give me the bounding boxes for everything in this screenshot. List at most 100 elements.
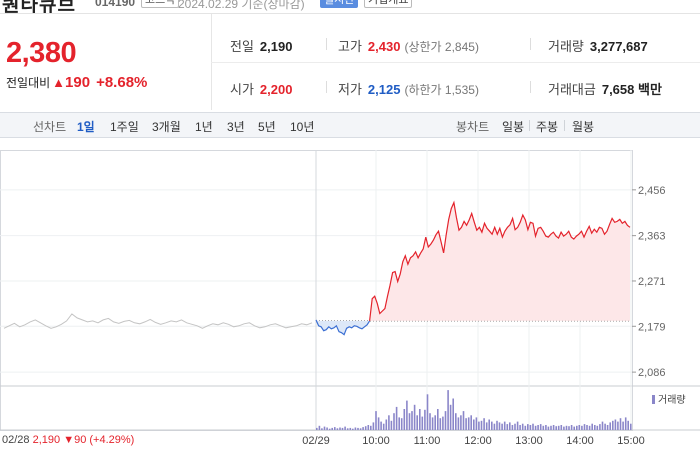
- volume-bar: [362, 427, 364, 430]
- prev-day-line: [3, 313, 313, 329]
- volume-bar: [323, 426, 326, 430]
- cell-divider: [530, 38, 531, 50]
- amount-cell: 거래대금 7,658 백만: [548, 79, 662, 98]
- volume-bar: [334, 427, 336, 430]
- volume-bar: [328, 428, 331, 430]
- volume-bar: [318, 425, 321, 430]
- volume-bar: [467, 417, 470, 430]
- prev-day-pct: (+4.29%): [89, 434, 135, 446]
- volume-bar: [400, 418, 403, 430]
- volume-bar: [485, 422, 488, 430]
- volume-bar: [545, 425, 547, 430]
- volume-bar: [596, 425, 599, 430]
- volume-bar: [519, 425, 521, 430]
- volume-bar: [609, 422, 611, 430]
- up-area-fill: [316, 202, 630, 321]
- volume-bar: [527, 424, 529, 430]
- volume-bar: [339, 427, 341, 430]
- volume-bar: [444, 411, 447, 430]
- volume-bar: [346, 428, 349, 430]
- volume-bar: [449, 404, 452, 430]
- current-price: 2,380: [6, 37, 77, 69]
- volume-bar: [370, 425, 372, 430]
- candle-weekly[interactable]: 주봉: [536, 120, 559, 134]
- chart-toolbar: 선차트 1일 1주일 3개월 1년 3년 5년 10년 봉차트 일봉 주봉 월봉: [0, 112, 700, 138]
- volume-bar: [506, 424, 509, 430]
- volume-bar: [568, 426, 570, 430]
- volume-bar: [465, 418, 467, 430]
- prev-day-change: 90: [74, 434, 87, 446]
- period-1d[interactable]: 1일: [77, 120, 95, 134]
- volume-label: 거래량: [548, 39, 584, 54]
- company-overview-dropdown[interactable]: 기업개요: [364, 0, 413, 8]
- volume-bar: [578, 425, 581, 430]
- period-10y[interactable]: 10년: [290, 120, 315, 134]
- volume-bar: [630, 423, 632, 430]
- y-tick-label: 2,271: [638, 276, 666, 288]
- volume-bar: [539, 424, 542, 430]
- cell-divider: [326, 38, 327, 50]
- volume-bar: [377, 417, 380, 430]
- volume-bar: [439, 418, 442, 430]
- today-price-line: [315, 319, 371, 336]
- volume-bar: [555, 426, 557, 430]
- volume-bar: [403, 409, 406, 430]
- high-cell: 고가 2,430 (상한가 2,845): [338, 36, 479, 55]
- stock-code: 014190: [95, 0, 136, 9]
- volume-bar: [503, 421, 506, 430]
- change-label: 전일대비: [6, 76, 51, 90]
- volume-bar: [364, 426, 367, 430]
- volume-bar: [421, 416, 424, 430]
- stock-header: 퀀타큐브 014190 코스닥 2024.02.29 기준(장마감) 실시간 기…: [0, 0, 700, 16]
- volume-bar: [385, 419, 388, 430]
- candle-chart-label: 봉차트: [456, 120, 490, 134]
- volume-bar: [367, 425, 370, 430]
- period-1w[interactable]: 1주일: [110, 120, 139, 134]
- period-3y[interactable]: 3년: [227, 120, 245, 134]
- change-amount: 190: [65, 74, 91, 91]
- volume-bar: [594, 425, 596, 430]
- today-price-line: [369, 200, 631, 321]
- volume-bar: [529, 425, 532, 430]
- toolbar-divider: [529, 120, 530, 131]
- period-3m[interactable]: 3개월: [152, 120, 181, 134]
- volume-bar: [388, 415, 390, 430]
- volume-bar: [429, 413, 431, 430]
- period-5y[interactable]: 5년: [258, 120, 276, 134]
- lower-limit: (하한가 1,535): [404, 83, 479, 97]
- prev-day-price: 2,190: [32, 434, 61, 446]
- volume-bar: [488, 419, 490, 430]
- y-tick-label: 2,456: [638, 185, 666, 197]
- change-percent: +8.68%: [96, 74, 148, 91]
- realtime-button[interactable]: 실시간: [320, 0, 359, 8]
- prev-close-label: 전일: [230, 39, 254, 54]
- volume-bar: [326, 427, 328, 430]
- volume-bar: [604, 423, 606, 430]
- volume-bar: [552, 425, 555, 430]
- volume-bar: [470, 415, 472, 430]
- volume-legend: 거래량: [652, 391, 686, 406]
- prev-close-cell: 전일 2,190: [230, 36, 292, 55]
- change-row: 전일대비 ▲190 +8.68%: [6, 74, 147, 91]
- volume-bar: [496, 420, 498, 430]
- volume-bar: [606, 425, 609, 430]
- candle-daily[interactable]: 일봉: [502, 120, 525, 134]
- amount-value: 7,658 백만: [601, 82, 662, 97]
- cell-divider: [530, 81, 531, 93]
- upper-limit: (상한가 2,845): [404, 40, 479, 54]
- stats-row-divider: [211, 62, 700, 63]
- volume-swatch-icon: [652, 395, 655, 404]
- volume-bar: [588, 425, 591, 430]
- x-tick-label: 13:00: [515, 435, 543, 447]
- up-arrow-icon: ▲: [52, 75, 66, 90]
- volume-bar: [573, 426, 575, 430]
- stock-name[interactable]: 퀀타큐브: [2, 0, 76, 16]
- high-value: 2,430: [367, 39, 401, 54]
- price-chart[interactable]: 2,456 2,363 2,271 2,179 2,086 02/29 10:00 11:00…: [0, 150, 700, 450]
- period-1y[interactable]: 1년: [195, 120, 213, 134]
- volume-bar: [614, 419, 617, 430]
- x-tick-label: 15:00: [617, 435, 645, 447]
- date-note: 2024.02.29 기준(장마감): [178, 0, 305, 11]
- volume-bar: [547, 426, 550, 430]
- candle-monthly[interactable]: 월봉: [572, 120, 595, 134]
